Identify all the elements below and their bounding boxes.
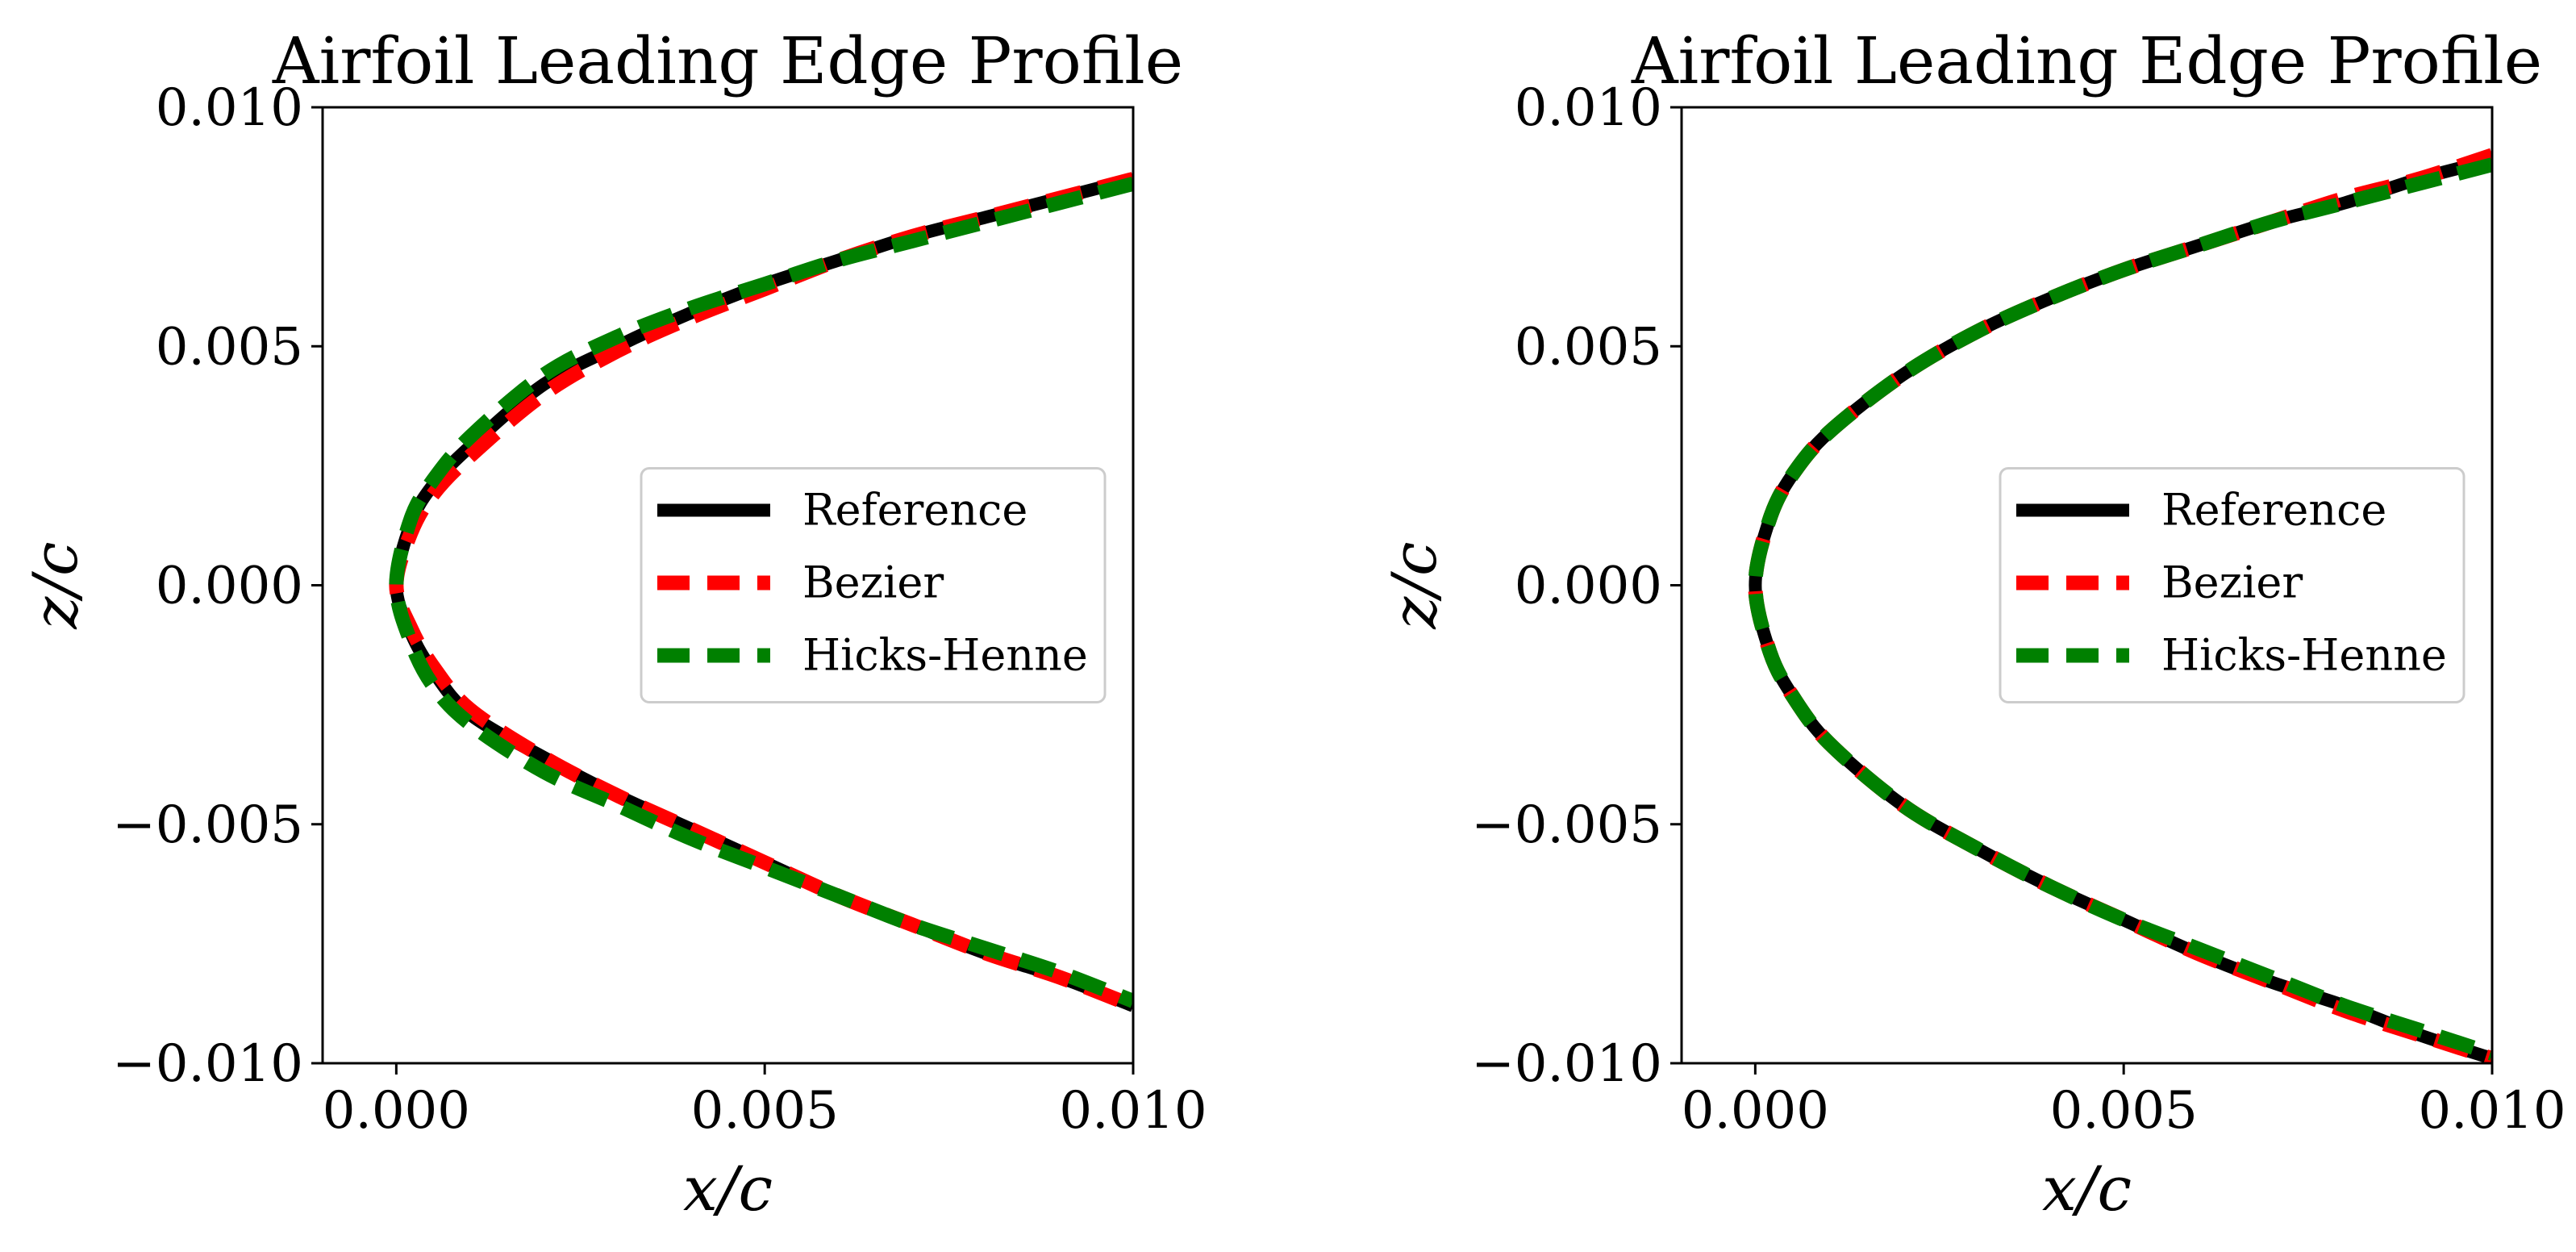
legend-label-hicks-henne: Hicks-Henne [802,630,1088,681]
y-tick-label: 0.010 [1515,78,1662,138]
y-tick-label: −0.005 [1471,795,1662,855]
legend-label-reference: Reference [2161,485,2386,536]
legend: Reference Bezier Hicks-Henne [640,467,1107,703]
x-tick-label: 0.005 [691,1081,839,1141]
y-axis-label: z/c [19,541,91,629]
y-tick-label: −0.010 [112,1034,303,1094]
plot-area [389,172,1133,1013]
plot-area [1748,148,2492,1063]
chart-title: Airfoil Leading Edge Profile [1631,23,2542,98]
y-tick-label: 0.000 [1515,557,1662,616]
series-line-hicks-henne [389,177,1133,1008]
y-tick-label: 0.005 [1515,317,1662,377]
legend-box [640,467,1107,703]
legend-label-bezier: Bezier [2161,557,2303,608]
x-tick-label: 0.000 [323,1081,470,1141]
y-axis-label: z/c [1378,541,1450,629]
legend-label-hicks-henne: Hicks-Henne [2161,630,2447,681]
legend: Reference Bezier Hicks-Henne [1999,467,2466,703]
chart-title: Airfoil Leading Edge Profile [272,23,1183,98]
legend-box [1999,467,2466,703]
x-tick-label: 0.000 [1682,1081,1829,1141]
legend-label-reference: Reference [802,485,1027,536]
series-line-hicks-henne [1748,157,2492,1061]
x-tick-label: 0.010 [2418,1081,2566,1141]
y-tick-label: 0.000 [156,557,303,616]
legend-label-bezier: Bezier [802,557,944,608]
x-tick-label: 0.010 [1059,1081,1207,1141]
y-tick-label: −0.010 [1471,1034,1662,1094]
x-axis-label: x/c [683,1153,773,1225]
x-axis-label: x/c [2042,1153,2132,1225]
x-tick-label: 0.005 [2050,1081,2198,1141]
y-tick-label: 0.005 [156,317,303,377]
chart-panel-1: 0.000 0.005 0.010 −0.010 −0.005 0.000 0.005 0.0… [19,23,1207,1225]
y-tick-label: −0.005 [112,795,303,855]
chart-panel-2: 0.000 0.005 0.010 −0.010 −0.005 0.000 0.005 0.0… [1378,23,2566,1225]
y-tick-label: 0.010 [156,78,303,138]
